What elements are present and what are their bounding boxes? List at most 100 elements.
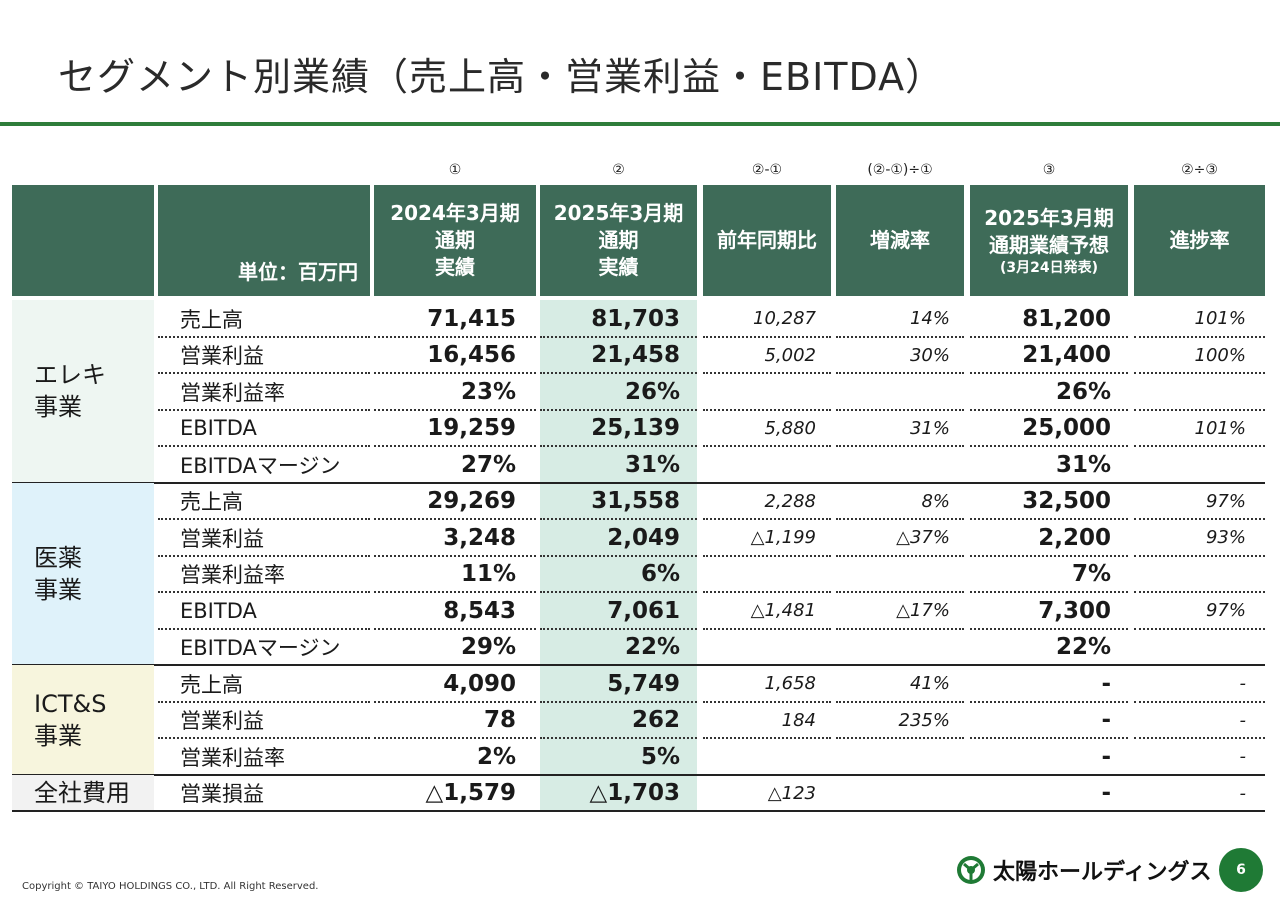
row-divider — [540, 445, 697, 447]
row-divider — [158, 627, 370, 630]
table-row: EBITDAマージン 27% 31% 31% — [0, 446, 1280, 483]
header-forecast-line3: (3月24日発表) — [999, 259, 1099, 276]
segment-name: 医薬 事業 — [34, 542, 82, 606]
cell-rate: 41% — [909, 673, 950, 694]
row-divider — [836, 554, 964, 557]
cell-fy2025: 81,703 — [591, 305, 680, 332]
cell-yoy: 2,288 — [764, 490, 816, 512]
row-divider — [1134, 518, 1265, 520]
cell-rate: 14% — [909, 308, 950, 329]
cell-forecast: 25,000 — [1022, 415, 1111, 441]
cell-yoy: 5,002 — [764, 344, 816, 366]
row-divider — [703, 335, 831, 338]
cell-progress: 101% — [1194, 417, 1246, 439]
cell-forecast: 32,500 — [1022, 488, 1111, 514]
row-divider — [703, 445, 831, 447]
header-blank — [12, 185, 154, 296]
segment-name-line: 事業 — [34, 575, 82, 604]
row-divider — [158, 700, 370, 703]
cell-fy2024: 78 — [483, 707, 516, 733]
cell-rate: 8% — [921, 490, 950, 512]
header-fy2025-line1: 2025年3月期 — [553, 201, 684, 225]
cell-rate — [836, 556, 950, 593]
cell-progress: - — [1239, 782, 1247, 804]
segment-divider — [12, 664, 1265, 666]
header-fy2024-line1: 2024年3月期 — [390, 201, 520, 225]
logo-text: 太陽ホールディングス — [993, 860, 1212, 885]
row-divider — [836, 335, 964, 338]
segment-divider — [12, 481, 1265, 484]
cell-forecast: - — [1101, 707, 1111, 733]
row-divider — [1134, 737, 1265, 739]
row-label: 営業利益率 — [180, 380, 285, 405]
row-divider — [374, 518, 536, 520]
row-divider — [158, 408, 370, 411]
segment-name-line: 全社費用 — [34, 778, 130, 807]
cell-rate: 235% — [898, 709, 950, 731]
row-divider — [970, 700, 1128, 703]
header-unit: 単位：百万円 — [158, 185, 370, 296]
row-divider — [374, 372, 536, 374]
row-divider — [970, 554, 1128, 557]
cell-fy2024: 16,456 — [427, 342, 516, 368]
row-divider — [836, 408, 964, 411]
cell-yoy: △1,481 — [750, 600, 816, 621]
row-divider — [703, 554, 831, 557]
cell-fy2024: 27% — [460, 451, 516, 478]
segment-label-bg — [12, 774, 154, 811]
row-divider — [703, 627, 831, 630]
cell-fy2025: 6% — [640, 561, 680, 587]
row-divider — [540, 372, 697, 374]
row-divider — [540, 518, 697, 520]
segment-divider — [12, 773, 1265, 776]
segment-name-line: ICT&S — [34, 689, 107, 718]
header-rate-label: 増減率 — [870, 228, 930, 252]
row-divider — [540, 737, 697, 739]
table-row: EBITDAマージン 29% 22% 22% — [0, 629, 1280, 666]
segment-name: ICT&S 事業 — [34, 688, 106, 752]
row-divider — [836, 372, 964, 374]
table-row: EBITDA 19,259 25,139 5,880 31% 25,000 101% — [0, 410, 1280, 447]
cell-fy2024: 8,543 — [443, 597, 516, 624]
cell-progress: 97% — [1205, 600, 1246, 621]
row-label: 売上高 — [180, 672, 243, 697]
cell-fy2025: 262 — [631, 707, 680, 733]
cell-rate — [836, 629, 950, 666]
row-label: EBITDA — [180, 416, 257, 440]
cell-fy2024: 29% — [460, 634, 516, 660]
title-rule — [0, 122, 1280, 126]
table-row: 営業利益率 11% 6% 7% — [0, 556, 1280, 593]
header-forecast-line2: 通期業績予想 — [989, 232, 1109, 257]
cell-progress — [1134, 556, 1246, 593]
cell-fy2024: 19,259 — [427, 415, 516, 441]
row-divider — [1134, 335, 1265, 338]
cell-forecast: - — [1101, 780, 1111, 806]
cell-forecast: - — [1101, 743, 1111, 770]
cell-yoy: △123 — [767, 782, 816, 804]
cell-progress: 101% — [1194, 308, 1246, 329]
row-divider — [970, 408, 1128, 411]
segment-label-bg — [12, 300, 154, 483]
table-row: EBITDA 8,543 7,061 △1,481 △17% 7,300 97% — [0, 592, 1280, 629]
colnum-6: ②÷③ — [1181, 162, 1218, 178]
copyright-text: Copyright © TAIYO HOLDINGS CO., LTD. All… — [22, 881, 319, 892]
row-divider — [374, 445, 536, 447]
table-row: 営業利益率 2% 5% - - — [0, 738, 1280, 775]
cell-rate — [836, 738, 950, 775]
segment-name-line: 医薬 — [34, 543, 82, 572]
cell-fy2024: 4,090 — [443, 670, 516, 697]
cell-forecast: - — [1101, 670, 1111, 697]
cell-forecast: 22% — [1055, 634, 1111, 660]
row-label: 売上高 — [180, 490, 243, 514]
page-number: 6 — [1236, 862, 1246, 878]
cell-progress: 97% — [1205, 490, 1246, 512]
row-label: EBITDA — [180, 598, 257, 623]
row-label: EBITDAマージン — [180, 636, 341, 660]
colnum-1: ① — [448, 162, 462, 178]
row-label: 営業利益 — [180, 526, 264, 551]
cell-forecast: 26% — [1055, 378, 1111, 405]
cell-fy2024: 23% — [460, 378, 516, 405]
header-fy2025-line3: 実績 — [598, 255, 639, 279]
cell-fy2025: 2,049 — [607, 524, 680, 551]
segment-name-line: 事業 — [34, 721, 82, 750]
